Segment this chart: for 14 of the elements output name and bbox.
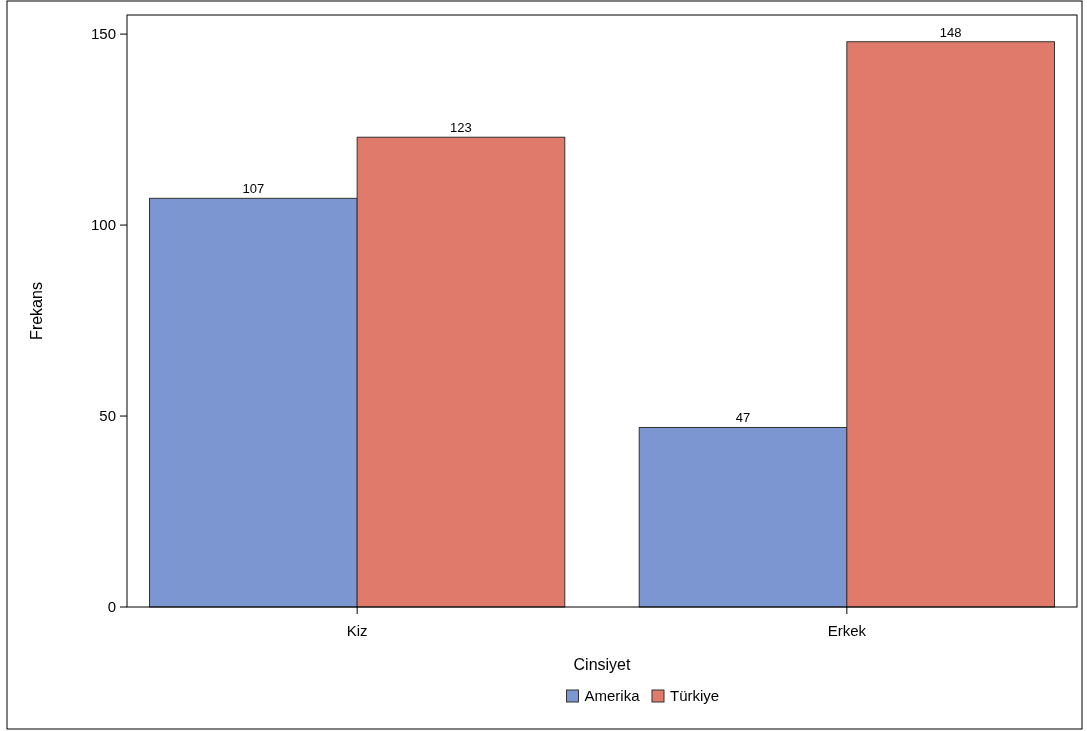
y-tick-label: 150 [90,25,116,43]
y-tick-label: 100 [90,216,116,234]
x-axis-title: Cinsiyet [573,656,632,673]
data-label: 47 [735,410,751,426]
data-label: 107 [242,181,265,197]
x-tick-label: Kiz [346,622,368,639]
legend-label: Amerika [584,687,641,704]
y-tick-label: 0 [107,598,116,615]
data-label: 123 [450,120,472,136]
data-label: 148 [939,24,962,40]
y-axis-title: Frekans [28,282,45,340]
legend-label: Türkiye [670,687,720,704]
x-tick-label: Erkek [827,622,867,639]
y-tick-label: 50 [99,407,116,425]
